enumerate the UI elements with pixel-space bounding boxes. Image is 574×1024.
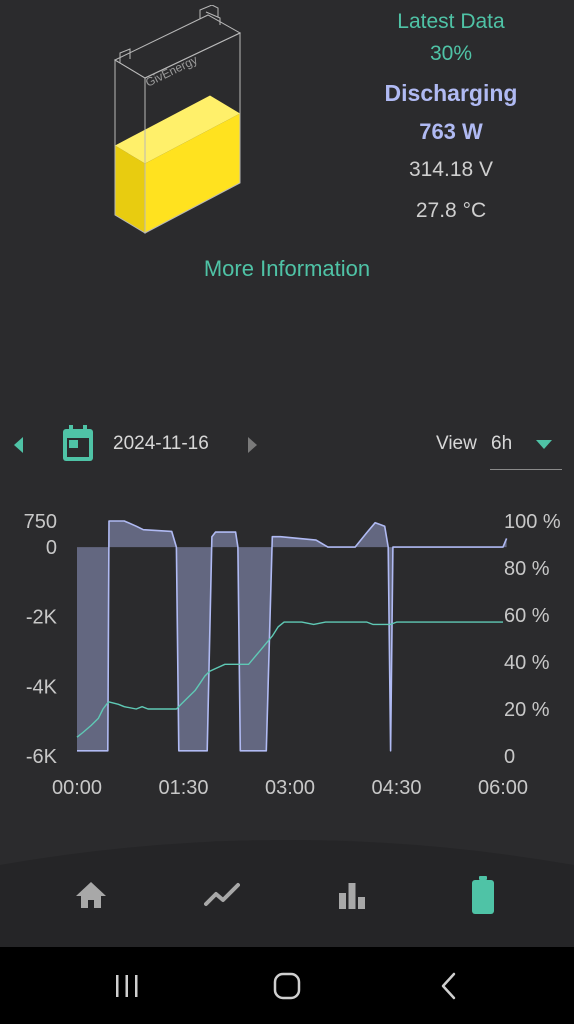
y-right-tick-label: 20 % xyxy=(504,699,550,721)
chevron-down-icon xyxy=(536,440,552,449)
previous-day-arrow-icon[interactable] xyxy=(10,435,30,455)
battery-fill-front xyxy=(145,113,240,233)
nav-trends[interactable] xyxy=(197,872,247,918)
back-icon xyxy=(441,972,456,1000)
x-tick-label: 06:00 xyxy=(478,777,528,799)
calendar-icon[interactable] xyxy=(60,425,96,463)
power-series-line xyxy=(77,520,508,752)
y-right-tick-label: 40 % xyxy=(504,652,550,674)
battery-fill-left xyxy=(115,145,145,233)
battery-fill-top xyxy=(115,95,240,164)
view-range-value: 6h xyxy=(491,433,513,454)
battery-fill xyxy=(115,95,240,233)
y-left-tick-label: 0 xyxy=(46,537,57,559)
y-right-tick-label: 0 xyxy=(504,746,515,768)
more-information-link[interactable]: More Information xyxy=(203,256,371,281)
nav-battery[interactable] xyxy=(458,872,508,918)
battery-illustration: GivEnergy xyxy=(113,5,242,234)
nav-statistics[interactable] xyxy=(327,872,377,918)
y-left-tick-label: -4K xyxy=(26,676,58,698)
battery-temperature: 27.8 °C xyxy=(415,199,487,222)
power-area xyxy=(77,521,507,751)
bottom-nav-background xyxy=(0,840,574,947)
battery-brand-label: GivEnergy xyxy=(143,53,199,90)
bar-chart-icon xyxy=(339,883,365,909)
recents-button[interactable] xyxy=(102,965,152,1007)
view-range-select[interactable]: 6h xyxy=(490,426,562,470)
home-circle-icon xyxy=(273,972,301,1000)
home-icon xyxy=(76,882,106,908)
nav-home[interactable] xyxy=(66,872,116,918)
battery-state: Discharging xyxy=(384,80,518,106)
battery-power: 763 W xyxy=(419,119,483,144)
x-tick-label: 01:30 xyxy=(158,777,208,799)
x-tick-label: 00:00 xyxy=(52,777,102,799)
back-button[interactable] xyxy=(424,965,474,1007)
y-right-tick-label: 80 % xyxy=(504,558,550,580)
x-tick-label: 03:00 xyxy=(265,777,315,799)
view-label: View xyxy=(436,433,477,454)
x-tick-label: 04:30 xyxy=(371,777,421,799)
system-home-button[interactable] xyxy=(262,965,312,1007)
system-navigation-bar xyxy=(0,947,574,1024)
y-left-tick-label: -2K xyxy=(26,607,58,629)
battery-voltage: 314.18 V xyxy=(408,158,494,181)
y-left-tick-label: -6K xyxy=(26,746,58,768)
latest-data-title: Latest Data xyxy=(397,10,505,33)
trend-icon xyxy=(204,883,240,906)
battery-history-chart: 750 0 -2K -4K -6K 100 % 80 % 60 % 40 % 20 % 0 00:00… xyxy=(24,511,561,799)
selected-date[interactable]: 2024-11-16 xyxy=(113,433,209,454)
latest-percent: 30% xyxy=(429,42,473,65)
y-right-tick-label: 100 % xyxy=(504,511,561,533)
y-right-tick-label: 60 % xyxy=(504,605,550,627)
recents-icon xyxy=(116,975,138,997)
battery-icon xyxy=(472,876,494,914)
soc-series-line xyxy=(76,621,503,738)
next-day-arrow-icon[interactable] xyxy=(244,435,264,455)
y-left-tick-label: 750 xyxy=(24,511,57,533)
